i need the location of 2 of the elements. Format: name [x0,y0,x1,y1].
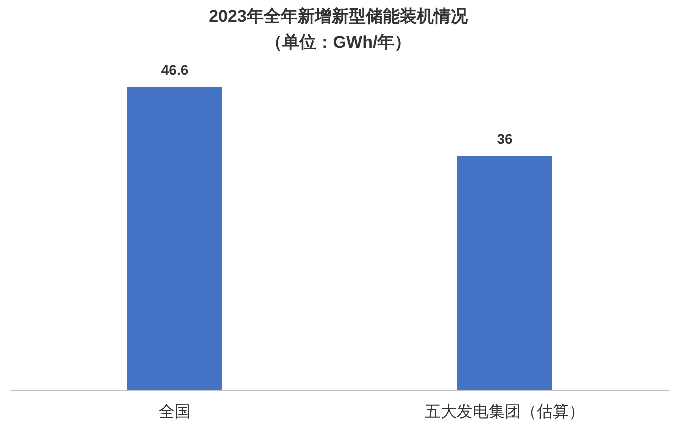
title: 2023年全年新增新型储能装机情况 [209,7,468,26]
subtitle: （单位：GWh/年） [265,33,412,52]
